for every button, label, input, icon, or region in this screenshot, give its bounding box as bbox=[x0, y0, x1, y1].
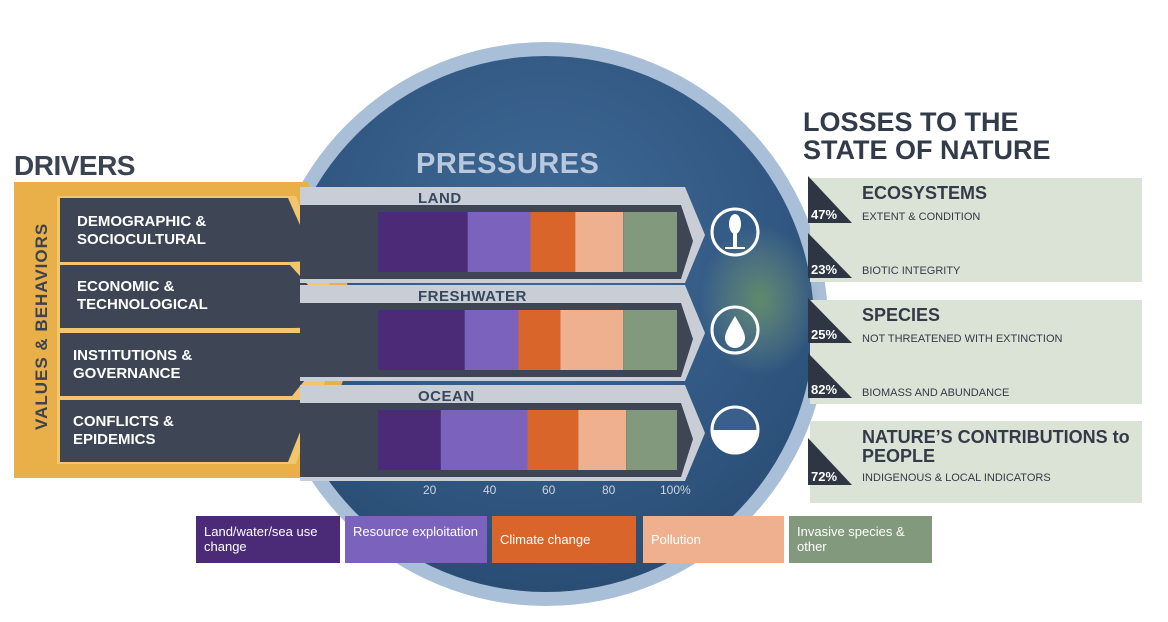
ncp-title: NATURE’S CONTRIBUTIONS to PEOPLE bbox=[862, 427, 1130, 466]
tree-icon bbox=[710, 207, 760, 257]
bar-freshwater-series-2 bbox=[518, 310, 561, 370]
species-title: SPECIES bbox=[862, 305, 941, 325]
legend-pollution: Pollution bbox=[643, 516, 784, 563]
bar-ocean-series-4 bbox=[626, 410, 677, 470]
ncp-panel bbox=[810, 421, 1142, 503]
ecosystems-biotic-label: BIOTIC INTEGRITY bbox=[862, 265, 961, 277]
bar-land-series-0 bbox=[378, 212, 468, 272]
bar-land-series-1 bbox=[467, 212, 531, 272]
bar-ocean-series-2 bbox=[527, 410, 579, 470]
legend-invasive-species: Invasive species & other bbox=[789, 516, 932, 563]
legend-land-use: Land/water/sea use change bbox=[196, 516, 340, 563]
axis-tick-60: 60 bbox=[542, 483, 556, 497]
bar-freshwater-series-0 bbox=[378, 310, 465, 370]
bar-land-series-3 bbox=[575, 212, 624, 272]
realm-label-ocean: OCEAN bbox=[418, 388, 475, 405]
pressures-title: PRESSURES bbox=[416, 148, 600, 180]
bar-land-series-4 bbox=[623, 212, 677, 272]
loss-marker bbox=[808, 176, 852, 223]
drivers-chevron-inner bbox=[57, 196, 345, 464]
loss-marker bbox=[808, 438, 852, 485]
bar-land-series-2 bbox=[530, 212, 576, 272]
losses-title: LOSSES TO THE STATE OF NATURE bbox=[803, 107, 1051, 165]
ecosystems-extent-label: EXTENT & CONDITION bbox=[862, 211, 981, 223]
axis-tick-20: 20 bbox=[423, 483, 437, 497]
driver-conflicts: CONFLICTS & EPIDEMICS bbox=[73, 413, 174, 448]
ncp-indicators-label: INDIGENOUS & LOCAL INDICATORS bbox=[862, 472, 1051, 484]
driver-demographic: DEMOGRAPHIC & SOCIOCULTURAL bbox=[77, 213, 207, 248]
legend-resource-exploitation: Resource exploitation bbox=[345, 516, 487, 563]
bar-ocean-series-1 bbox=[440, 410, 528, 470]
values-behaviors-label: VALUES & BEHAVIORS bbox=[32, 222, 51, 430]
bar-freshwater-series-1 bbox=[464, 310, 519, 370]
realm-label-land: LAND bbox=[418, 190, 462, 207]
driver-band-1 bbox=[60, 198, 316, 262]
ncp-indicators-pct: 72% bbox=[811, 469, 838, 484]
ecosystems-title: ECOSYSTEMS bbox=[862, 183, 988, 203]
loss-marker bbox=[808, 233, 852, 278]
driver-band-2 bbox=[60, 265, 346, 328]
legend-climate-change: Climate change bbox=[492, 516, 636, 563]
ecosystems-extent-pct: 47% bbox=[811, 207, 838, 222]
species-biomass-label: BIOMASS AND ABUNDANCE bbox=[862, 387, 1010, 399]
driver-band-3 bbox=[60, 333, 343, 396]
species-threatened-label: NOT THREATENED WITH EXTINCTION bbox=[862, 333, 1063, 345]
species-threatened-pct: 25% bbox=[811, 327, 838, 342]
driver-economic: ECONOMIC & TECHNOLOGICAL bbox=[77, 278, 208, 313]
pressure-rows bbox=[300, 187, 705, 481]
species-panel bbox=[810, 300, 1142, 404]
drivers-title: DRIVERS bbox=[14, 150, 135, 181]
axis-tick-80: 80 bbox=[602, 483, 616, 497]
ecosystems-panel bbox=[810, 178, 1142, 282]
loss-marker bbox=[808, 353, 852, 398]
bar-ocean-series-3 bbox=[578, 410, 627, 470]
species-biomass-pct: 82% bbox=[811, 382, 838, 397]
axis-tick-100: 100% bbox=[660, 483, 691, 497]
axis-tick-40: 40 bbox=[483, 483, 497, 497]
loss-marker bbox=[808, 298, 852, 343]
bar-ocean-series-0 bbox=[378, 410, 441, 470]
ecosystems-biotic-pct: 23% bbox=[811, 262, 838, 277]
ocean-icon bbox=[710, 405, 760, 455]
bar-freshwater-series-4 bbox=[623, 310, 677, 370]
driver-institutions: INSTITUTIONS & GOVERNANCE bbox=[73, 347, 193, 382]
realm-label-freshwater: FRESHWATER bbox=[418, 288, 527, 305]
water-drop-icon bbox=[710, 305, 760, 355]
bar-freshwater-series-3 bbox=[560, 310, 624, 370]
driver-band-4 bbox=[60, 400, 313, 462]
